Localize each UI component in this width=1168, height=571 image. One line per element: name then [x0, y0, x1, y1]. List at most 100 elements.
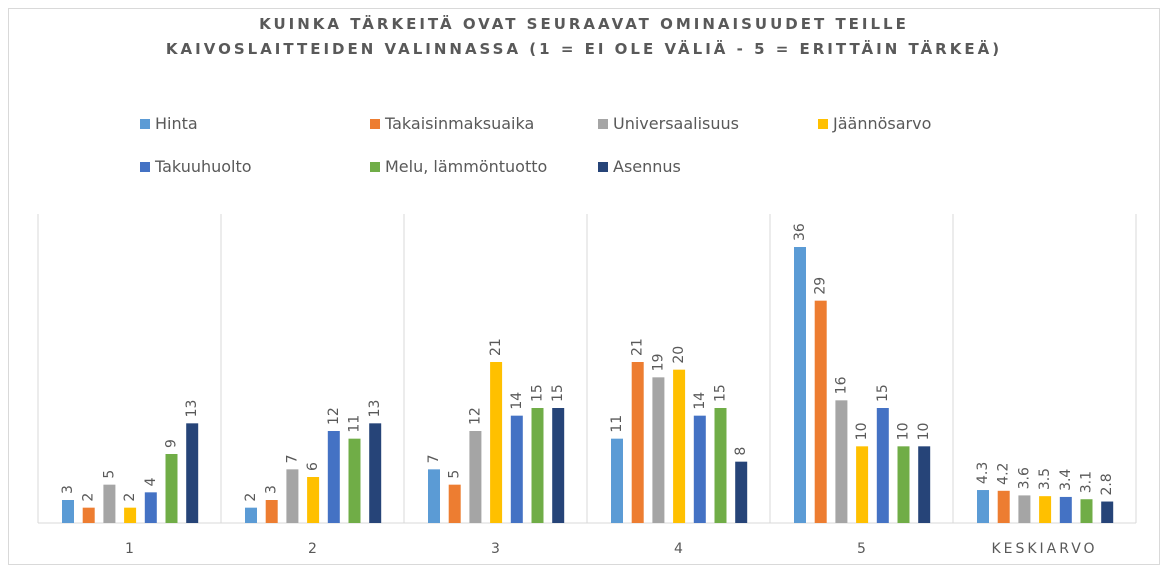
data-label: 6: [305, 462, 321, 471]
bar: [265, 500, 278, 523]
bar: [631, 362, 644, 523]
legend-swatch: [140, 118, 150, 129]
legend-item: Takuuhuolto: [140, 157, 252, 176]
bar: [735, 461, 748, 523]
data-label: 11: [347, 415, 363, 433]
bar: [490, 362, 503, 523]
x-tick-label: 3: [491, 541, 500, 557]
data-label: 3.4: [1058, 469, 1074, 491]
data-label: 3: [60, 485, 76, 494]
data-label: 7: [426, 454, 442, 463]
legend-swatch: [598, 161, 608, 172]
data-label: 4.3: [975, 462, 991, 484]
data-label: 36: [792, 223, 808, 241]
bar: [1018, 495, 1031, 523]
data-label: 8: [733, 447, 749, 456]
data-label: 5: [447, 470, 463, 479]
bar: [997, 490, 1010, 523]
legend-swatch: [818, 118, 828, 129]
data-label: 3: [264, 485, 280, 494]
legend-item: Asennus: [598, 157, 681, 176]
data-label: 13: [184, 400, 200, 418]
data-label: 7: [284, 454, 300, 463]
data-label: 3.1: [1079, 471, 1095, 493]
legend-label: Asennus: [613, 157, 681, 176]
chart-title: KUINKA TÄRKEITÄ OVAT SEURAAVAT OMINAISUU…: [165, 15, 1003, 58]
data-label: 2: [122, 493, 138, 502]
x-tick-label: 4: [674, 541, 683, 557]
bar: [814, 300, 827, 523]
bar: [286, 469, 299, 523]
legend-label: Jäännösarvo: [833, 114, 932, 133]
bar: [611, 438, 623, 523]
data-label: 21: [488, 338, 504, 356]
bar: [918, 446, 931, 523]
bar: [693, 415, 706, 523]
data-label: 19: [650, 354, 666, 372]
bar: [977, 490, 989, 523]
legend-item: Takaisinmaksuaika: [370, 114, 534, 133]
x-tick-label: 5: [857, 541, 866, 557]
legend-swatch: [598, 118, 608, 129]
data-label: 14: [692, 392, 708, 410]
bar: [510, 415, 523, 523]
legend-label: Universaalisuus: [613, 114, 739, 133]
legend-swatch: [370, 161, 380, 172]
bar: [856, 446, 869, 523]
bar: [124, 507, 137, 523]
bar: [144, 492, 157, 523]
chart-frame: [8, 8, 1160, 565]
bar: [1039, 496, 1052, 523]
bar: [428, 469, 440, 523]
legend-label: Melu, lämmöntuotto: [385, 157, 548, 176]
data-label: 2.8: [1099, 473, 1115, 495]
legend-item: Universaalisuus: [598, 114, 739, 133]
bar: [652, 377, 665, 523]
data-label: 11: [609, 415, 625, 433]
bar: [307, 477, 320, 523]
data-label: 12: [467, 407, 483, 425]
data-label: 4.2: [996, 463, 1012, 485]
data-label: 5: [101, 470, 117, 479]
bar: [82, 507, 95, 523]
data-label: 21: [630, 338, 646, 356]
legend-label: Takaisinmaksuaika: [385, 114, 535, 133]
data-label: 15: [550, 384, 566, 402]
bar: [673, 369, 686, 523]
data-label: 10: [854, 423, 870, 441]
legend-label: Hinta: [155, 114, 198, 133]
bar: [186, 423, 199, 523]
bar: [714, 408, 727, 523]
legend-item: Melu, lämmöntuotto: [370, 157, 547, 176]
bar: [1059, 496, 1072, 523]
data-label: 4: [143, 477, 159, 486]
bar: [1080, 499, 1093, 523]
data-label: 2: [81, 493, 97, 502]
data-label: 10: [916, 423, 932, 441]
data-label: 15: [713, 384, 729, 402]
legend-swatch: [370, 118, 380, 129]
bar: [531, 408, 544, 523]
data-label: 3.6: [1016, 467, 1032, 489]
data-label: 15: [530, 384, 546, 402]
bar: [469, 431, 482, 523]
data-label: 15: [875, 384, 891, 402]
x-tick-label: 1: [125, 541, 134, 557]
bar: [327, 431, 340, 523]
bar: [348, 438, 361, 523]
bar: [245, 507, 257, 523]
bar: [448, 484, 461, 523]
bar: [103, 484, 116, 523]
bar: [369, 423, 382, 523]
data-label: 20: [671, 346, 687, 364]
data-label: 29: [813, 277, 829, 295]
data-label: 12: [326, 407, 342, 425]
bar: [165, 454, 178, 523]
x-tick-label: 2: [308, 541, 317, 557]
data-label: 2: [243, 493, 259, 502]
legend-swatch: [140, 161, 150, 172]
data-label: 13: [367, 400, 383, 418]
data-label: 10: [896, 423, 912, 441]
